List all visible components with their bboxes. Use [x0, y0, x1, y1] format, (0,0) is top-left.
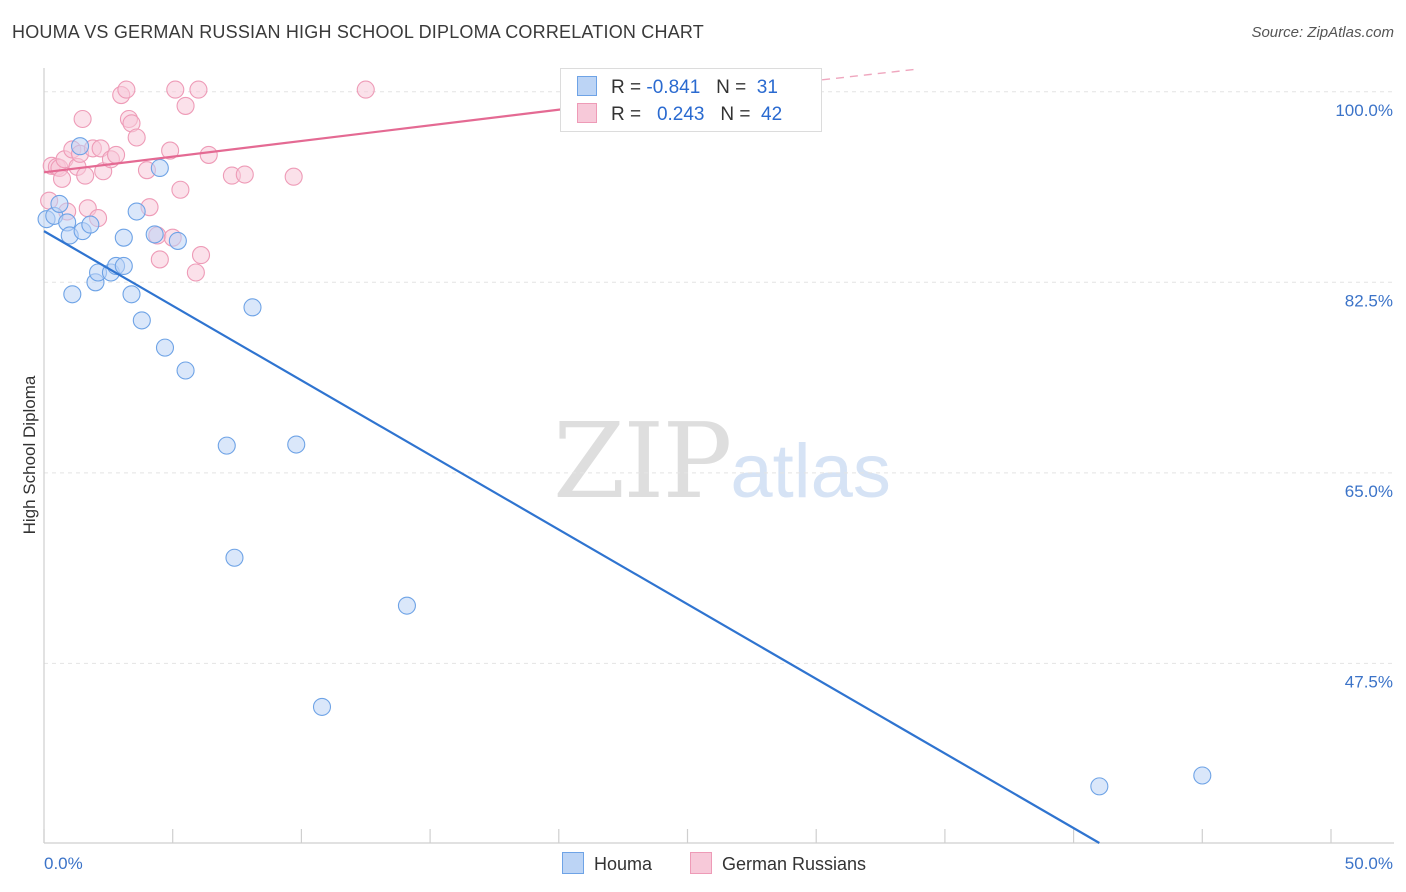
houma-swatch: [577, 76, 597, 96]
y-tick-label-0: 100.0%: [1335, 101, 1393, 120]
legend-row-german-russians: R = 0.243 N = 42: [577, 103, 782, 125]
houma-point-22: [176, 361, 195, 380]
chart-title: HOUMA VS GERMAN RUSSIAN HIGH SCHOOL DIPL…: [12, 22, 704, 42]
german-russians-point-18: [107, 145, 126, 164]
german-russians-point-38: [235, 165, 254, 184]
german-russians-point-20: [117, 80, 136, 99]
watermark-atlas: atlas: [730, 429, 891, 514]
houma-point-28: [397, 596, 416, 615]
houma-point-13: [114, 256, 133, 276]
houma-point-2: [50, 194, 69, 213]
houma-point-30: [1193, 766, 1212, 785]
german-russians-point-36: [199, 145, 218, 164]
german-russians-r-label: R =: [611, 104, 642, 125]
german-russians-trend-line: [43, 107, 572, 174]
bottom-legend-houma-swatch: [562, 852, 584, 874]
houma-point-14: [114, 228, 133, 247]
x-tick-label-1: 50.0%: [1345, 854, 1393, 873]
bottom-legend-german-russians: German Russians: [690, 852, 866, 875]
german-russians-point-30: [166, 80, 185, 99]
german-russians-point-27: [150, 250, 169, 269]
houma-r-label: R =: [611, 77, 642, 98]
german-russians-point-40: [356, 80, 375, 99]
german-russians-point-35: [191, 246, 211, 265]
german-russians-point-32: [176, 96, 195, 115]
y-tick-label-3: 47.5%: [1345, 672, 1393, 691]
bottom-legend-german-russians-swatch: [690, 852, 712, 874]
houma-point-19: [150, 158, 169, 178]
tick-labels: 100.0% 82.5% 65.0% 47.5% 0.0% 50.0%: [44, 101, 1393, 873]
houma-point-16: [127, 202, 146, 221]
houma-point-21: [168, 231, 187, 250]
houma-r-value: -0.841: [646, 77, 701, 98]
houma-point-15: [122, 285, 141, 304]
houma-point-26: [287, 435, 306, 454]
y-tick-label-1: 82.5%: [1345, 291, 1393, 310]
german-russians-point-34: [189, 80, 208, 99]
german-russians-point-28: [161, 141, 180, 160]
houma-point-17: [132, 311, 151, 330]
german-russians-point-33: [186, 263, 205, 282]
german-russians-point-4: [52, 169, 72, 188]
watermark: ZIPatlas: [553, 400, 891, 522]
houma-point-25: [243, 298, 262, 317]
german-russians-n-label: N =: [720, 104, 751, 125]
german-russians-point-39: [284, 167, 303, 186]
houma-point-6: [70, 137, 90, 156]
houma-point-5: [63, 285, 82, 304]
stats-legend: R = -0.841 N = 31 R = 0.243 N = 42: [560, 68, 822, 132]
german-russians-point-31: [171, 180, 190, 199]
german-russians-swatch: [577, 103, 597, 123]
houma-point-20: [155, 338, 175, 357]
bottom-legend-houma-label: Houma: [594, 854, 653, 874]
watermark-zip: ZIP: [553, 400, 732, 522]
german-russians-r-value: 0.243: [656, 104, 705, 125]
houma-point-23: [217, 436, 236, 455]
houma-trend-line: [43, 230, 1100, 844]
houma-point-24: [225, 548, 244, 567]
houma-point-18: [145, 225, 164, 244]
houma-point-27: [312, 697, 332, 716]
houma-n-label: N =: [716, 77, 747, 98]
y-tick-label-2: 65.0%: [1345, 482, 1393, 501]
bottom-legend-houma: Houma: [562, 852, 652, 875]
german-russians-point-10: [73, 109, 92, 129]
german-russians-n-value: 42: [761, 104, 783, 125]
data-points: [37, 80, 1212, 796]
german-russians-point-11: [76, 166, 95, 185]
houma-n-value: 31: [756, 77, 778, 98]
bottom-legend-german-russians-label: German Russians: [722, 854, 867, 874]
trend-lines: [43, 68, 1100, 844]
legend-row-houma: R = -0.841 N = 31: [577, 76, 778, 98]
x-tick-label-0: 0.0%: [44, 854, 83, 873]
german-russians-point-23: [127, 128, 146, 147]
axes: [43, 68, 1394, 844]
houma-point-8: [81, 215, 100, 234]
houma-point-29: [1090, 777, 1109, 796]
y-axis-label: High School Diploma: [20, 375, 39, 534]
source-label: Source: ZipAtlas.com: [1251, 24, 1394, 41]
